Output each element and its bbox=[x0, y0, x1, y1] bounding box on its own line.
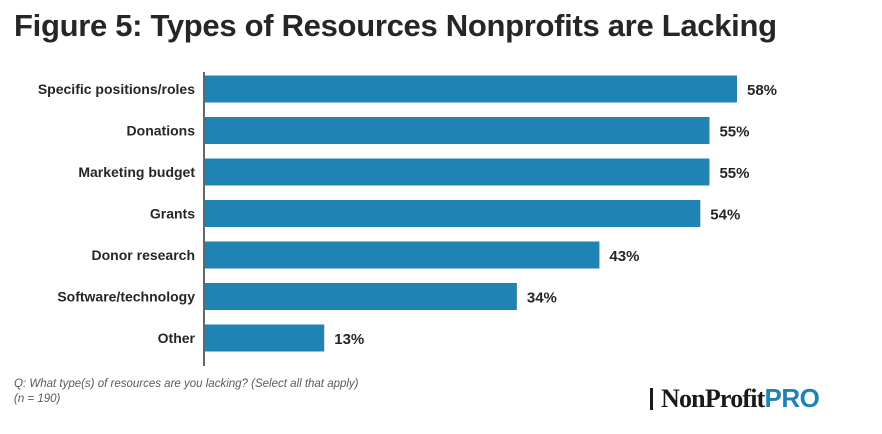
value-labels: 58% 55% 55% 54% 43% 34% 13% bbox=[334, 82, 777, 348]
logo-word: NonProfit bbox=[661, 384, 765, 413]
value-label: 58% bbox=[747, 82, 777, 99]
category-label: Donations bbox=[127, 123, 196, 139]
category-labels: Specific positions/roles Donations Marketi… bbox=[38, 81, 196, 346]
logo-pro: PRO bbox=[764, 383, 820, 413]
bars bbox=[205, 75, 737, 352]
value-label: 54% bbox=[710, 207, 740, 224]
category-label: Marketing budget bbox=[78, 164, 195, 180]
value-label: 13% bbox=[334, 331, 364, 348]
bar bbox=[205, 158, 710, 186]
category-label: Specific positions/roles bbox=[38, 81, 195, 97]
footnote: Q: What type(s) of resources are you lac… bbox=[14, 377, 359, 407]
category-label: Software/technology bbox=[57, 289, 195, 305]
sample-size: (n = 190) bbox=[14, 393, 61, 405]
bar bbox=[205, 117, 710, 144]
logo-bar bbox=[650, 388, 653, 410]
value-label: 34% bbox=[527, 290, 557, 307]
value-label: 55% bbox=[719, 165, 749, 182]
bar bbox=[205, 200, 701, 227]
category-label: Donor research bbox=[92, 247, 195, 263]
bar bbox=[205, 283, 517, 310]
value-label: 43% bbox=[609, 248, 639, 265]
value-label: 55% bbox=[719, 124, 749, 141]
category-label: Other bbox=[158, 330, 196, 346]
survey-question: Q: What type(s) of resources are you lac… bbox=[14, 378, 359, 390]
category-label: Grants bbox=[150, 206, 195, 222]
bar bbox=[205, 241, 600, 269]
chart-title: Figure 5: Types of Resources Nonprofits … bbox=[14, 8, 777, 43]
nonprofitpro-logo: NonProfitPRO bbox=[650, 383, 820, 413]
bar bbox=[205, 324, 325, 352]
bar bbox=[205, 75, 737, 103]
